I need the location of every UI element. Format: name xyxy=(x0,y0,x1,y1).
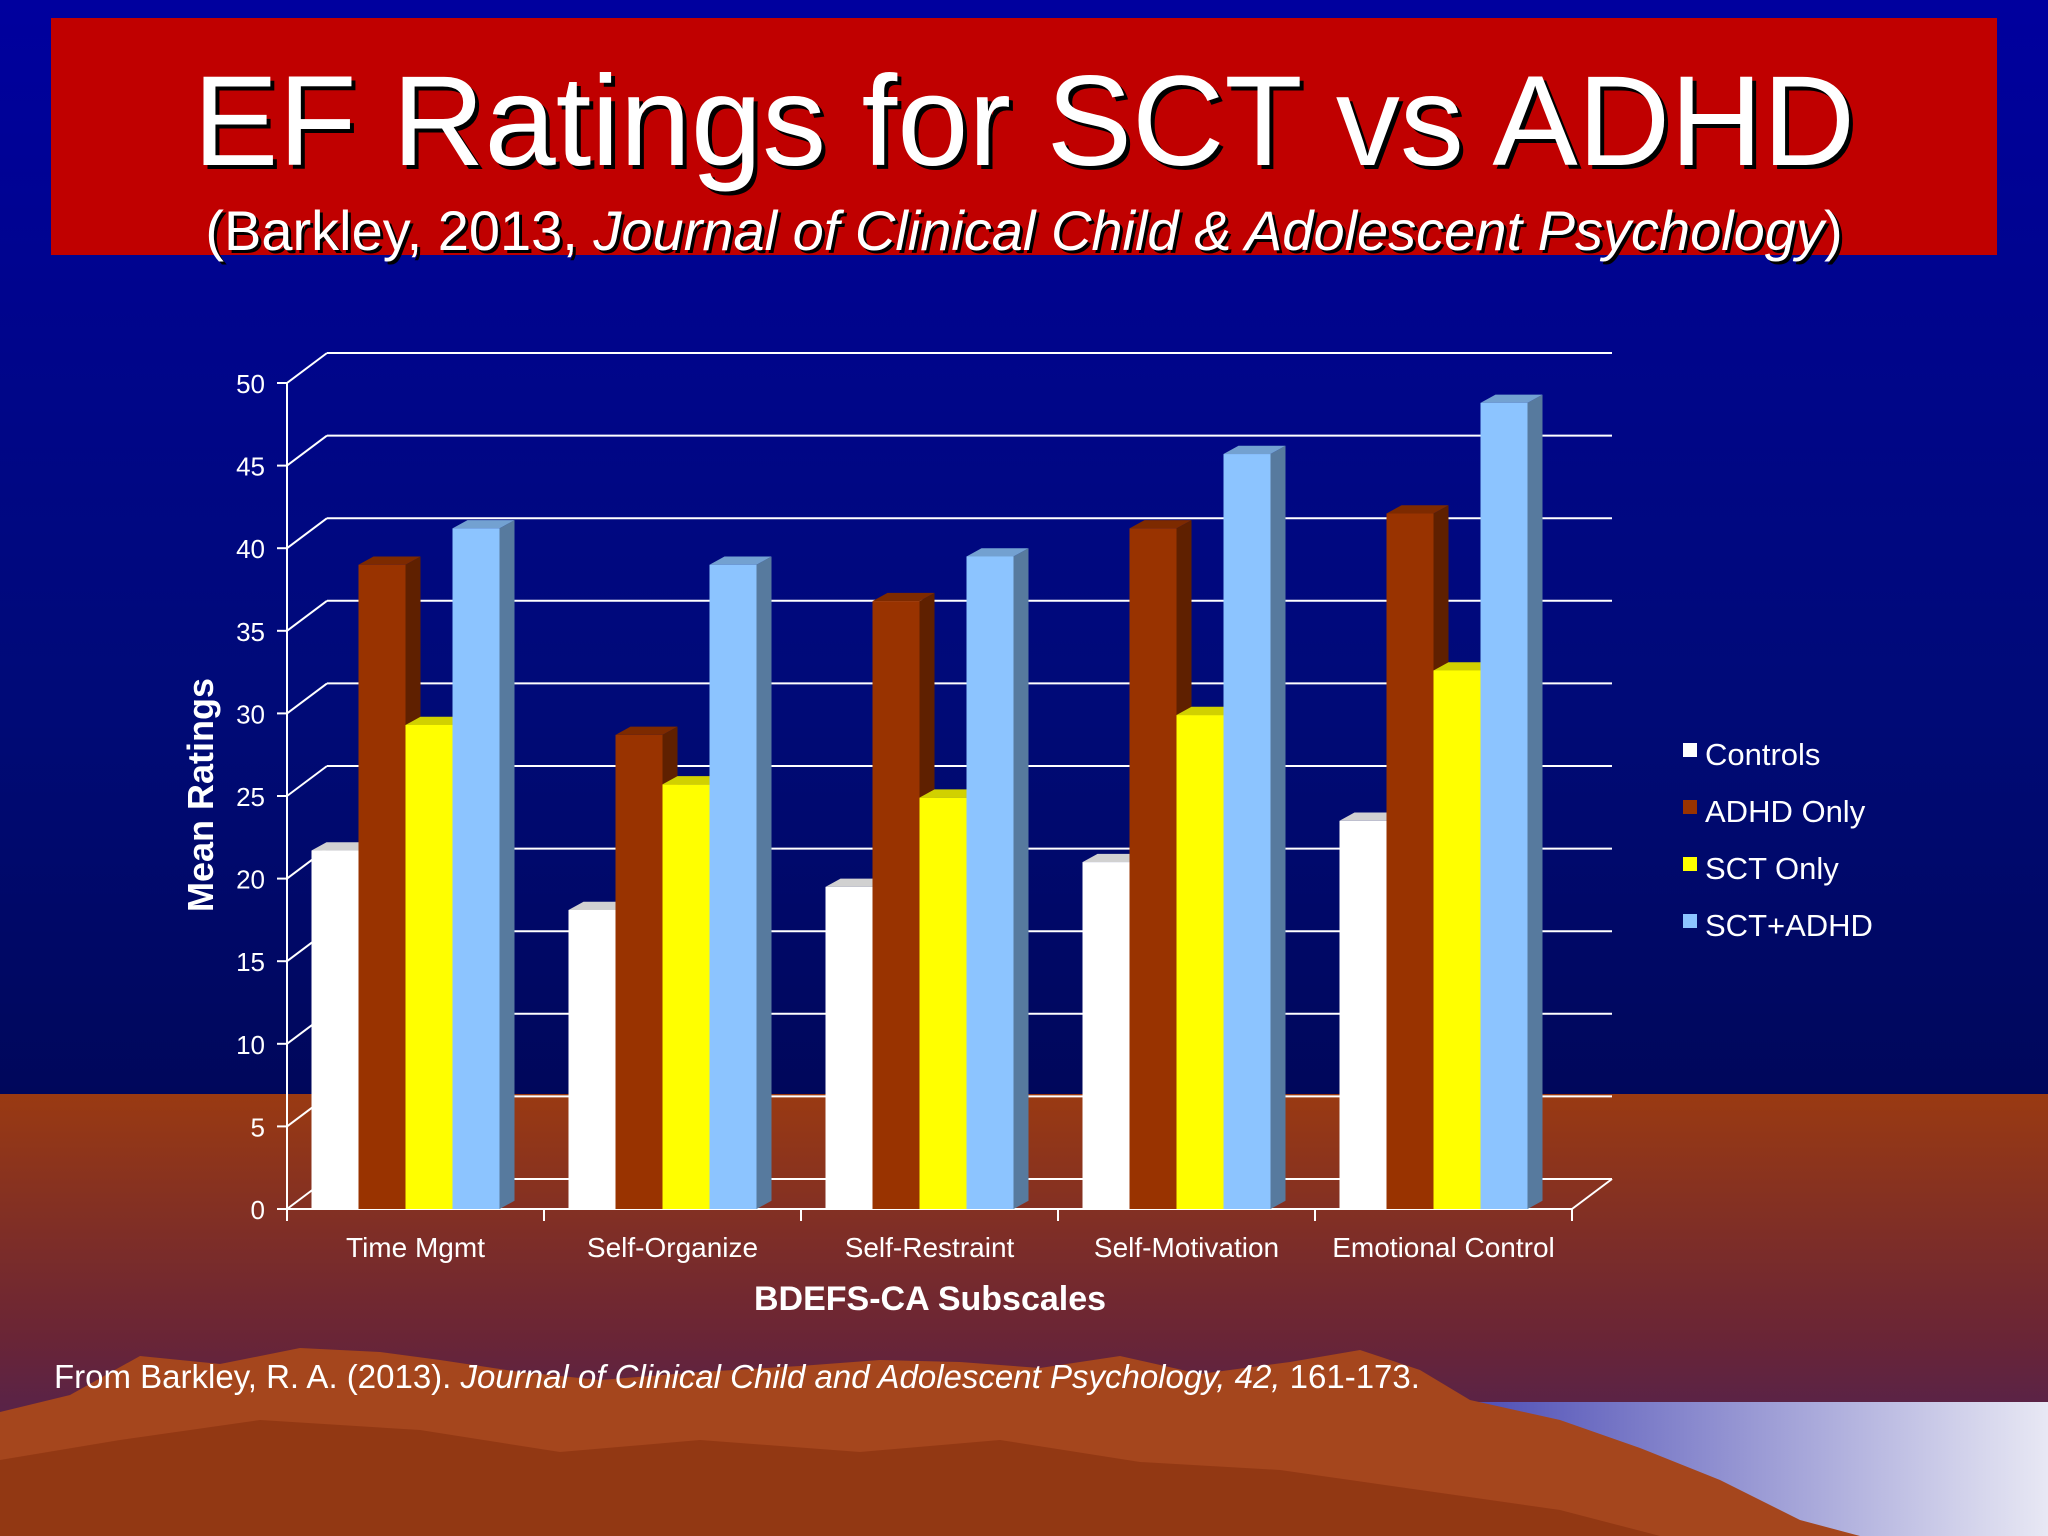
legend-label: SCT+ADHD xyxy=(1705,908,1873,943)
legend-swatch xyxy=(1683,857,1697,871)
bar-sct-adhd-0 xyxy=(452,528,500,1209)
y-tick-label: 5 xyxy=(251,1112,265,1142)
bar-top xyxy=(1433,662,1496,671)
bar-top xyxy=(662,776,725,785)
bar-sct-adhd-1 xyxy=(709,564,757,1209)
y-axis-title: Mean Ratings xyxy=(180,678,221,912)
bar-top xyxy=(358,556,421,565)
citation-footnote: From Barkley, R. A. (2013). Journal of C… xyxy=(54,1358,1420,1396)
bar-adhd-only-4 xyxy=(1386,513,1434,1209)
y-tick-label: 25 xyxy=(236,782,265,812)
bar-top xyxy=(1129,520,1192,529)
legend-swatch xyxy=(1683,800,1697,814)
bar-top xyxy=(966,548,1029,557)
subtitle-journal: Journal of Clinical Child & Adolescent P… xyxy=(593,199,1824,262)
bar-top xyxy=(615,726,678,735)
x-axis-title: BDEFS-CA Subscales xyxy=(754,1280,1106,1318)
bar-top xyxy=(825,878,888,887)
bar-controls-2 xyxy=(825,886,873,1209)
bar-top xyxy=(568,901,631,910)
bar-sct-adhd-3 xyxy=(1223,454,1271,1209)
bar-side xyxy=(756,556,772,1209)
bar-adhd-only-2 xyxy=(872,601,920,1209)
gridline-diagonal xyxy=(286,434,328,467)
subtitle-citation: (Barkley, 2013, xyxy=(205,199,594,262)
bar-top xyxy=(1386,505,1449,514)
x-category-label: Self-Organize xyxy=(587,1232,758,1263)
legend-label: ADHD Only xyxy=(1705,794,1866,829)
y-tick-label: 45 xyxy=(236,452,265,482)
axis-labels: 0 5 10 15 20 25 30 35 40 45 50 Time Mgmt Self-Organi… xyxy=(236,369,1555,1263)
bar-top xyxy=(872,592,935,602)
y-tick-label: 35 xyxy=(236,617,265,647)
bar-sct-adhd-2 xyxy=(966,556,1014,1209)
bar-sct-adhd-4 xyxy=(1480,402,1528,1210)
title-banner: EF Ratings for SCT vs ADHD (Barkley, 201… xyxy=(51,18,1997,262)
bar-adhd-only-3 xyxy=(1129,528,1177,1209)
y-tick-label: 40 xyxy=(236,534,265,564)
bar-controls-1 xyxy=(568,909,616,1209)
bar-side xyxy=(1270,445,1286,1209)
bar-adhd-only-1 xyxy=(615,734,663,1209)
x-category-label: Emotional Control xyxy=(1332,1232,1555,1263)
footnote-author: From Barkley, R. A. (2013). xyxy=(54,1358,461,1395)
legend-label: Controls xyxy=(1705,737,1820,772)
bar-top xyxy=(1223,445,1286,455)
bars xyxy=(311,394,1543,1210)
x-category-label: Self-Motivation xyxy=(1094,1232,1279,1263)
bar-controls-4 xyxy=(1339,820,1387,1209)
bar-top xyxy=(1339,812,1402,821)
bar-top xyxy=(709,556,772,565)
footnote-pages: 161-173. xyxy=(1280,1358,1420,1395)
legend-label: SCT Only xyxy=(1705,851,1839,886)
bar-controls-3 xyxy=(1082,862,1130,1209)
y-tick-label: 0 xyxy=(251,1195,265,1225)
bar-sct-only-4 xyxy=(1433,670,1481,1209)
bar-sct-only-3 xyxy=(1176,715,1224,1209)
y-tick-label: 20 xyxy=(236,865,265,895)
mountain-shadow xyxy=(0,1420,1660,1536)
bar-sct-only-1 xyxy=(662,784,710,1209)
legend: Controls ADHD Only SCT Only SCT+ADHD xyxy=(1683,737,1873,943)
x-category-label: Self-Restraint xyxy=(845,1232,1015,1263)
y-tick-label: 30 xyxy=(236,699,265,729)
gridline-diagonal xyxy=(286,517,328,550)
bar-sct-only-2 xyxy=(919,797,967,1209)
bar-top xyxy=(1082,853,1145,863)
bar-controls-0 xyxy=(311,850,359,1209)
slide-title: EF Ratings for SCT vs ADHD xyxy=(192,50,1856,193)
gridline-diagonal xyxy=(286,599,328,632)
bar-side xyxy=(1527,394,1543,1210)
bar-top xyxy=(452,520,515,529)
bar-adhd-only-0 xyxy=(358,564,406,1209)
subtitle-close: ) xyxy=(1823,199,1843,262)
bar-top xyxy=(919,789,982,798)
y-tick-label: 50 xyxy=(236,369,265,399)
bar-top xyxy=(311,842,374,851)
bar-top xyxy=(1480,394,1543,403)
y-tick-label: 10 xyxy=(236,1030,265,1060)
slide-subtitle: (Barkley, 2013, Journal of Clinical Chil… xyxy=(51,198,1997,264)
gridline-diagonal xyxy=(286,352,328,384)
bar-top xyxy=(1176,706,1239,716)
gridline-diagonal xyxy=(286,682,328,715)
gridline-diagonal xyxy=(286,765,328,797)
x-category-label: Time Mgmt xyxy=(346,1232,485,1263)
bar-top xyxy=(405,716,468,725)
legend-swatch xyxy=(1683,743,1697,757)
legend-swatch xyxy=(1683,914,1697,928)
floor-edge xyxy=(1571,1178,1613,1210)
bar-sct-only-0 xyxy=(405,724,453,1209)
bar-side xyxy=(1013,548,1029,1209)
footnote-journal: Journal of Clinical Child and Adolescent… xyxy=(460,1358,1281,1395)
bar-side xyxy=(499,520,515,1209)
y-tick-label: 15 xyxy=(236,947,265,977)
